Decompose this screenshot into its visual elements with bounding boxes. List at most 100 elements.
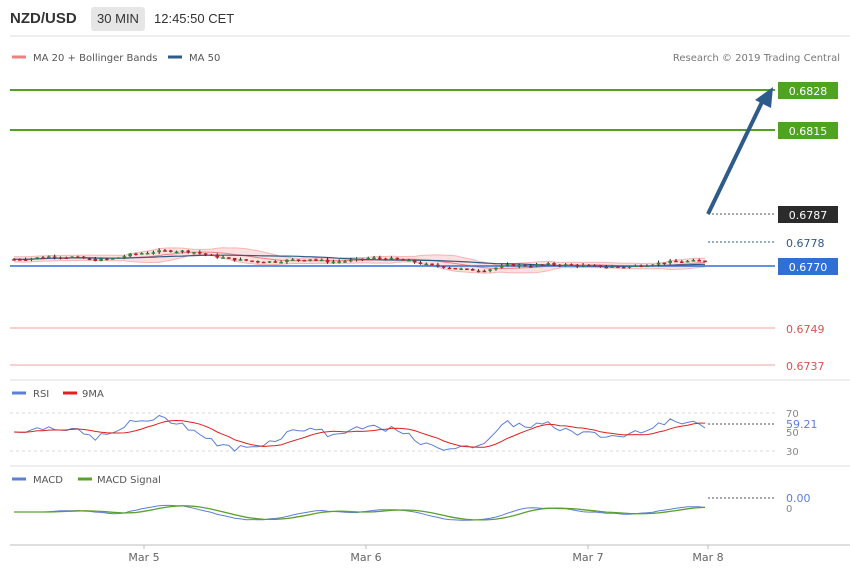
- candle-body: [256, 261, 260, 263]
- candle-body: [703, 260, 707, 263]
- candle-body: [476, 270, 481, 273]
- projection-arrow-head: [755, 87, 773, 108]
- candle-body: [412, 259, 417, 263]
- candle-body: [418, 262, 423, 265]
- candle-body: [424, 263, 429, 266]
- candle-body: [87, 258, 92, 261]
- candle-body: [621, 266, 626, 269]
- ma50-value-label: 0.6778: [786, 237, 825, 250]
- candle-body: [70, 256, 74, 259]
- macd-value-label: 0.00: [786, 492, 811, 505]
- candle-body: [436, 264, 440, 267]
- macd-zero-label: 0: [786, 504, 792, 515]
- candle-body: [407, 259, 411, 262]
- candle-body: [517, 264, 521, 267]
- currency-pair-title[interactable]: NZD/USD: [10, 10, 77, 27]
- candle-body: [546, 263, 551, 265]
- timeframe-selector[interactable]: 30 MIN: [91, 7, 145, 31]
- candle-body: [488, 269, 492, 271]
- candle-body: [366, 258, 371, 260]
- rsi-ma-legend-label: 9MA: [82, 389, 104, 400]
- candle-body: [203, 253, 208, 255]
- candle-body: [674, 260, 678, 263]
- candle-body: [250, 260, 254, 263]
- level-label-1: 0.6828: [789, 85, 828, 98]
- candle-body: [581, 264, 585, 267]
- current-price-label: 0.6787: [789, 209, 828, 222]
- macd-legend-label: MACD: [33, 475, 63, 486]
- candle-body: [285, 259, 289, 262]
- candle-body: [645, 265, 649, 268]
- macd-signal-legend-label: MACD Signal: [97, 475, 161, 486]
- candle-body: [459, 268, 463, 271]
- candle-body: [378, 257, 382, 260]
- candle-body: [139, 253, 144, 255]
- candle-body: [465, 268, 469, 271]
- candle-body: [99, 258, 103, 261]
- candle-body: [64, 257, 69, 259]
- candle-body: [616, 266, 620, 268]
- candle-body: [505, 264, 510, 266]
- candle-body: [35, 257, 40, 259]
- candle-body: [41, 257, 45, 259]
- candle-body: [105, 258, 109, 261]
- rsi-tick-70: 70: [786, 409, 799, 420]
- candle-body: [587, 264, 591, 267]
- rsi-tick-30: 30: [786, 447, 799, 458]
- candle-body: [244, 259, 249, 261]
- candle-body: [238, 259, 243, 261]
- candle-body: [395, 257, 400, 260]
- candle-body: [302, 259, 307, 262]
- pivot-badge: [778, 258, 838, 275]
- x-label-mar8: Mar 8: [692, 551, 723, 564]
- macd-signal-line: [14, 505, 706, 521]
- candle-body: [372, 257, 376, 260]
- candle-body: [523, 264, 527, 267]
- rsi-value-label: 59.21: [786, 418, 818, 431]
- candle-body: [552, 263, 556, 265]
- candle-body: [122, 256, 127, 258]
- candle-body: [343, 261, 347, 263]
- candle-body: [691, 260, 696, 262]
- candle-body: [511, 264, 516, 267]
- candle-body: [441, 266, 446, 268]
- candle-body: [650, 264, 655, 267]
- candle-body: [534, 264, 539, 267]
- candle-body: [192, 252, 196, 254]
- candle-body: [163, 250, 167, 252]
- candle-body: [134, 253, 138, 256]
- candle-body: [453, 267, 458, 270]
- candle-body: [215, 254, 220, 258]
- candle-body: [668, 260, 672, 264]
- timestamp: 12:45:50 CET: [154, 11, 235, 26]
- candle-body: [227, 257, 231, 259]
- candle-body: [12, 259, 16, 261]
- candle-body: [296, 259, 301, 261]
- candle-body: [314, 259, 318, 261]
- candle-body: [308, 259, 312, 261]
- candle-body: [290, 259, 295, 261]
- candle-body: [232, 257, 237, 261]
- candle-body: [685, 260, 690, 263]
- level-label-2: 0.6815: [789, 125, 828, 138]
- rsi-legend-label: RSI: [33, 389, 49, 400]
- candle-body: [598, 265, 603, 267]
- research-credit: Research © 2019 Trading Central: [673, 53, 840, 64]
- candle-body: [279, 261, 283, 264]
- candle-body: [267, 261, 272, 263]
- candle-body: [563, 264, 568, 266]
- candle-body: [610, 266, 614, 268]
- candle-body: [29, 258, 34, 260]
- candle-body: [627, 266, 632, 268]
- projection-arrow-line: [706, 99, 765, 215]
- candle-body: [209, 254, 214, 256]
- price-badge: [778, 206, 838, 223]
- candle-body: [401, 259, 405, 261]
- candlesticks: [12, 248, 707, 273]
- candle-body: [47, 256, 51, 259]
- candle-body: [697, 260, 701, 262]
- pivot-label: 0.6770: [789, 261, 828, 274]
- bollinger-lower-line: [13, 254, 706, 274]
- candle-body: [383, 258, 388, 260]
